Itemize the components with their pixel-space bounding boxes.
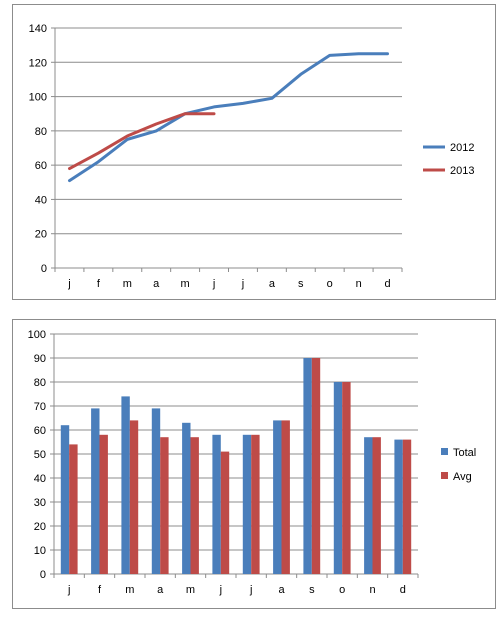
bar-total <box>242 434 252 574</box>
bar-avg <box>190 437 199 574</box>
series-line-2012 <box>68 52 389 183</box>
bar-avg <box>160 437 169 574</box>
bar-y-tick-label: 70 <box>34 401 46 413</box>
line-x-tick-label: a <box>269 278 276 290</box>
bar-x-tick-label: a <box>278 584 285 596</box>
line-legend-label: 2012 <box>450 142 474 154</box>
line-y-tick-label: 40 <box>35 194 47 206</box>
bar-chart-panel: 0 10 20 30 40 50 60 70 80 90 100 j f m a m j j a s o n d Total A… <box>12 319 496 609</box>
bar-x-tick-label: s <box>309 584 315 596</box>
bar-total <box>394 439 403 574</box>
bar-x-tick-label: m <box>186 584 195 596</box>
bar-y-tick-label: 20 <box>34 521 46 533</box>
bar-avg <box>342 382 351 574</box>
bar-total <box>303 358 312 574</box>
line-y-tick-label: 100 <box>29 92 47 104</box>
bar-y-tick-label: 60 <box>34 425 46 437</box>
bar-total <box>212 434 221 574</box>
line-legend-label: 2013 <box>450 165 474 177</box>
bar-y-tick-label: 80 <box>34 377 46 389</box>
bar-total <box>91 408 100 574</box>
bar-y-tick-label: 30 <box>34 497 46 509</box>
line-x-tick-label: j <box>241 278 244 290</box>
bar-y-tick-label: 50 <box>34 449 46 461</box>
bar-legend-label: Total <box>453 447 476 459</box>
line-chart-panel: 0 20 40 60 80 100 120 140 j f m a m j j a s o n d 2012 2013 <box>12 4 496 300</box>
series-line-2013 <box>68 112 216 171</box>
line-x-tick-label: o <box>327 278 333 290</box>
bar-avg <box>402 439 412 574</box>
bar-y-tick-label: 100 <box>28 329 46 341</box>
line-x-tick-label: f <box>97 278 101 290</box>
bar-avg <box>372 437 381 574</box>
bar-y-tick-label: 0 <box>40 569 46 581</box>
line-x-tick-label: m <box>123 278 132 290</box>
bar-avg <box>99 434 108 574</box>
bar-chart: 0 10 20 30 40 50 60 70 80 90 100 j f m a m j j a s o n d Total A… <box>28 329 477 596</box>
bar-avg <box>69 444 78 574</box>
bar-x-tick-label: d <box>400 584 406 596</box>
line-x-tick-label: d <box>384 278 390 290</box>
bar-avg <box>220 451 230 574</box>
bar-total <box>364 437 373 574</box>
line-x-tick-label: j <box>67 278 70 290</box>
bar-total <box>151 408 161 574</box>
bar-total <box>273 420 282 574</box>
bar-x-tick-label: j <box>249 584 252 596</box>
line-x-tick-label: m <box>181 278 190 290</box>
line-y-tick-label: 0 <box>41 263 47 275</box>
bar-avg <box>281 420 290 574</box>
bar-avg <box>129 420 139 574</box>
bar-avg <box>311 358 321 574</box>
line-x-tick-label: s <box>298 278 304 290</box>
bar-legend-swatch <box>441 448 448 455</box>
bar-x-tick-label: n <box>369 584 375 596</box>
bar-x-tick-label: j <box>67 584 70 596</box>
bar-legend-swatch <box>441 472 448 479</box>
line-y-tick-label: 80 <box>35 126 47 138</box>
bar-y-tick-label: 10 <box>34 545 46 557</box>
bar-total <box>60 425 70 574</box>
bar-x-tick-label: j <box>219 584 222 596</box>
bar-x-tick-label: o <box>339 584 345 596</box>
line-x-tick-label: j <box>212 278 215 290</box>
bar-y-tick-label: 90 <box>34 353 46 365</box>
bar-total <box>182 422 191 574</box>
line-chart: 0 20 40 60 80 100 120 140 j f m a m j j a s o n d 2012 2013 <box>29 23 475 290</box>
line-x-tick-label: a <box>153 278 160 290</box>
line-y-tick-label: 140 <box>29 23 47 35</box>
bar-x-tick-label: m <box>125 584 134 596</box>
bar-total <box>333 382 343 574</box>
bar-x-tick-label: f <box>98 584 102 596</box>
bar-total <box>121 396 130 574</box>
bar-y-tick-label: 40 <box>34 473 46 485</box>
line-y-tick-label: 120 <box>29 57 47 69</box>
line-y-tick-label: 60 <box>35 160 47 172</box>
line-x-tick-label: n <box>356 278 362 290</box>
bar-legend-label: Avg <box>453 471 472 483</box>
bar-x-tick-label: a <box>157 584 164 596</box>
bar-avg <box>251 434 260 574</box>
line-y-tick-label: 20 <box>35 229 47 241</box>
